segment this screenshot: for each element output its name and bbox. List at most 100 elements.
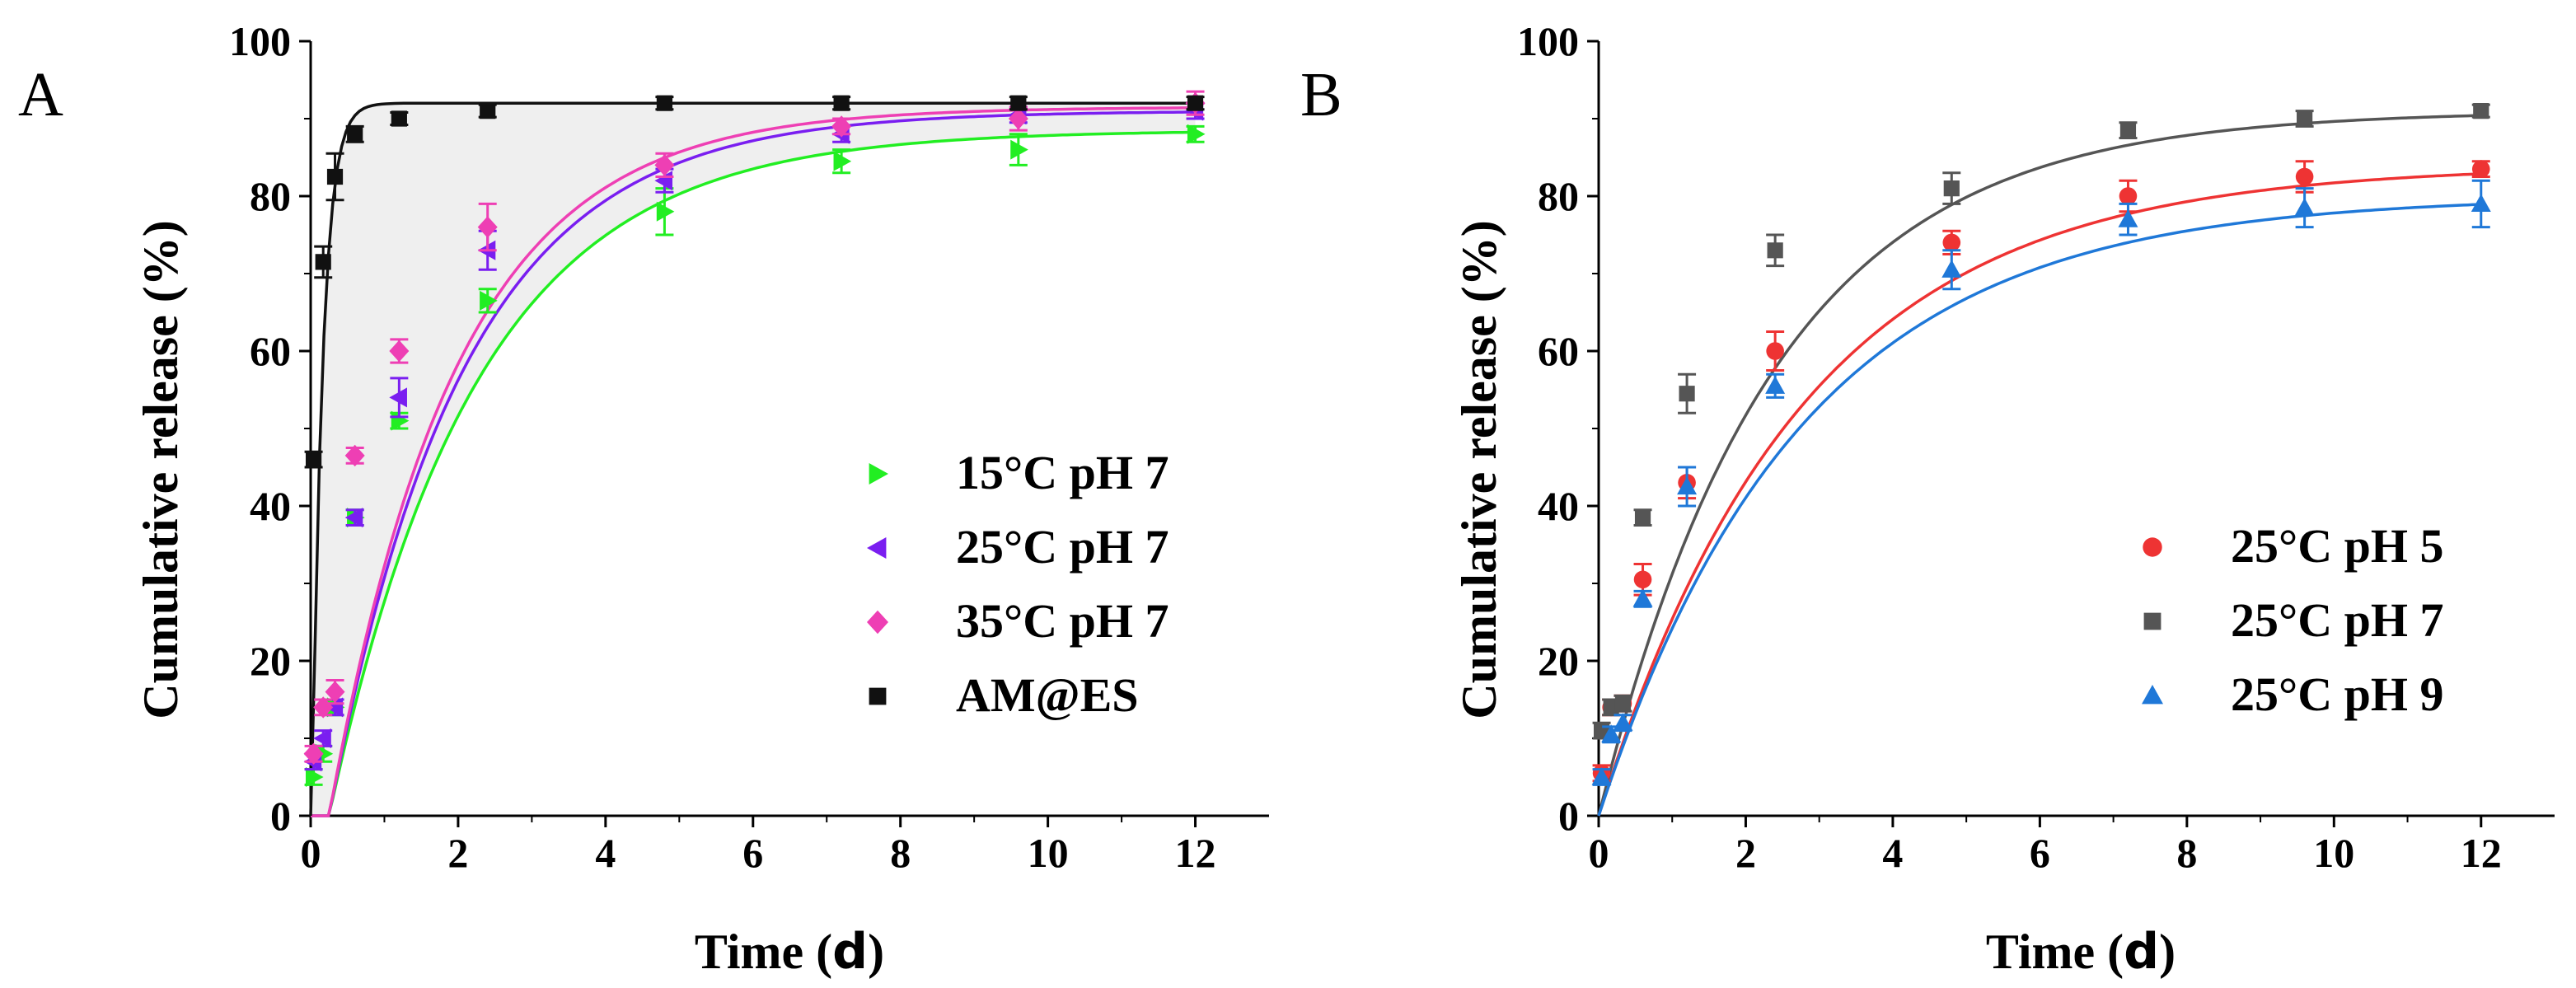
panel-b-data-point-1 — [1767, 242, 1783, 259]
panel-a-data-point-1 — [389, 387, 407, 408]
panel-b-data-point-2 — [2118, 209, 2138, 227]
panel-b-ylabel: Cumulative release (%) — [1452, 220, 1506, 719]
panel-a-plot-area: 0 2 4 6 8 10 12 0 20 40 60 80 100 15°C pH 7 25°C pH 7 3… — [229, 18, 1269, 876]
panel-b-x-tick-label: 0 — [1589, 830, 1609, 876]
panel-b-data-point-1 — [2119, 122, 2137, 138]
panel-b-x-tick-label: 10 — [2313, 830, 2354, 876]
panel-b-data-point-2 — [1591, 767, 1612, 785]
panel-b-data-point-1 — [1614, 695, 1632, 712]
panel-b-y-tick-label: 60 — [1538, 328, 1579, 374]
panel-a-data-point-0 — [1010, 139, 1028, 160]
panel-a-data-point-3 — [656, 95, 673, 111]
panel-a-fit-curve-0 — [311, 130, 1196, 817]
panel-a-data-point-2 — [303, 742, 324, 765]
panel-b-x-tick-label: 6 — [2030, 830, 2050, 876]
panel-b-data-point-2 — [1677, 476, 1698, 495]
panel-a-x-tick-label: 8 — [890, 830, 911, 876]
panel-a-data-point-0 — [656, 201, 675, 222]
panel-a-data-point-3 — [347, 126, 363, 143]
panel-b-legend-label-1: 25°C pH 7 — [2231, 593, 2443, 647]
panel-a: A Cumulative release (%) Time (d) 0 2 4 6 8 1… — [18, 18, 1269, 981]
panel-b-fit-curve-1 — [1597, 114, 2481, 817]
panel-a-legend-label-0: 15°C pH 7 — [956, 446, 1169, 499]
panel-b-data-point-2 — [2471, 194, 2491, 212]
panel-b-data-point-2 — [1765, 376, 1786, 394]
panel-a-data-point-0 — [305, 767, 324, 787]
panel-a-x-tick-label: 10 — [1028, 830, 1069, 876]
panel-a-y-tick-label: 40 — [250, 483, 291, 529]
panel-a-legend-marker-1 — [867, 537, 887, 559]
panel-b-data-point-0 — [1942, 233, 1961, 252]
panel-b-data-point-2 — [1601, 724, 1622, 742]
panel-b-data-point-0 — [2471, 160, 2490, 178]
panel-b-legend-label-0: 25°C pH 5 — [2231, 519, 2443, 573]
panel-a-data-point-3 — [315, 254, 331, 270]
panel-b-y-tick-label: 40 — [1538, 483, 1579, 529]
panel-b-fit-curve-0 — [1597, 172, 2481, 817]
panel-a-legend-marker-0 — [869, 463, 888, 485]
panel-a-data-point-3 — [391, 110, 407, 127]
panel-b-data-point-1 — [2297, 110, 2313, 127]
panel-a-data-point-2 — [325, 681, 345, 703]
panel-a-fit-curve-1 — [311, 110, 1196, 817]
panel-a-data-point-1 — [313, 728, 331, 748]
panel-a-xlabel: Time (d) — [695, 923, 884, 981]
panel-a-legend-marker-2 — [867, 610, 888, 634]
panel-b-x-tick-label: 8 — [2176, 830, 2197, 876]
panel-b-x-tick-label: 12 — [2461, 830, 2502, 876]
panel-b-letter: B — [1300, 60, 1342, 129]
panel-a-legend-label-1: 25°C pH 7 — [956, 520, 1169, 574]
panel-b-data-point-0 — [1766, 342, 1784, 360]
panel-b-x-tick-label: 4 — [1882, 830, 1903, 876]
panel-a-data-point-3 — [1187, 95, 1204, 111]
panel-a-ylabel: Cumulative release (%) — [133, 220, 188, 719]
panel-b-y-tick-label: 100 — [1517, 18, 1579, 64]
panel-b-data-point-2 — [2294, 198, 2315, 216]
panel-a-data-point-2 — [477, 216, 498, 238]
panel-a-data-point-2 — [344, 444, 365, 467]
panel-b-data-point-2 — [1613, 713, 1633, 731]
panel-b-data-point-1 — [2473, 103, 2489, 119]
panel-b-y-tick-label: 80 — [1538, 173, 1579, 219]
panel-a-data-point-2 — [389, 339, 410, 363]
panel-a-data-point-3 — [305, 452, 322, 468]
panel-a-data-point-0 — [833, 151, 852, 171]
panel-b-x-tick-label: 2 — [1735, 830, 1756, 876]
panel-a-y-tick-label: 60 — [250, 328, 291, 374]
panel-a-data-point-2 — [654, 154, 675, 176]
panel-b-data-point-0 — [1633, 570, 1652, 589]
panel-b-data-point-0 — [2119, 187, 2138, 205]
panel-a-data-point-3 — [480, 103, 496, 119]
panel-b-y-tick-label: 20 — [1538, 638, 1579, 684]
panel-a-data-point-2 — [1008, 107, 1028, 130]
panel-a-x-tick-label: 2 — [447, 830, 468, 876]
panel-a-x-tick-label: 6 — [742, 830, 763, 876]
panel-a-y-tick-label: 100 — [229, 18, 291, 64]
panel-a-letter: A — [18, 60, 63, 129]
panel-a-x-tick-label: 4 — [595, 830, 616, 876]
panel-b-fit-curve-2 — [1597, 203, 2481, 817]
panel-b-data-point-1 — [1679, 386, 1695, 402]
panel-a-data-point-0 — [480, 290, 498, 311]
panel-a-data-point-3 — [833, 95, 850, 111]
panel-a-y-tick-label: 80 — [250, 173, 291, 219]
panel-a-y-tick-label: 20 — [250, 638, 291, 684]
panel-a-fit-curve-2 — [311, 106, 1196, 817]
panel-a-legend-marker-3 — [869, 687, 887, 705]
panel-b-data-point-2 — [1941, 260, 1962, 278]
panel-a-shaded-region — [311, 103, 1196, 816]
panel-b-legend-label-2: 25°C pH 9 — [2231, 667, 2443, 721]
panel-a-x-tick-label: 12 — [1175, 830, 1216, 876]
panel-b-legend-marker-1 — [2143, 612, 2161, 630]
panel-a-data-point-3 — [326, 168, 344, 185]
panel-b-xlabel: Time (d) — [1986, 923, 2176, 981]
panel-a-legend-label-3: AM@ES — [956, 668, 1139, 722]
panel-a-data-point-2 — [313, 696, 334, 719]
panel-a-x-tick-label: 0 — [301, 830, 321, 876]
panel-b-legend-marker-2 — [2142, 685, 2163, 705]
panel-b-data-point-2 — [1632, 588, 1653, 607]
panel-b-y-tick-label: 0 — [1558, 793, 1579, 839]
panel-a-data-point-3 — [1010, 95, 1027, 111]
panel-b: B Cumulative release (%) Time (d) 0 2 4 6 8 1… — [1300, 18, 2555, 981]
